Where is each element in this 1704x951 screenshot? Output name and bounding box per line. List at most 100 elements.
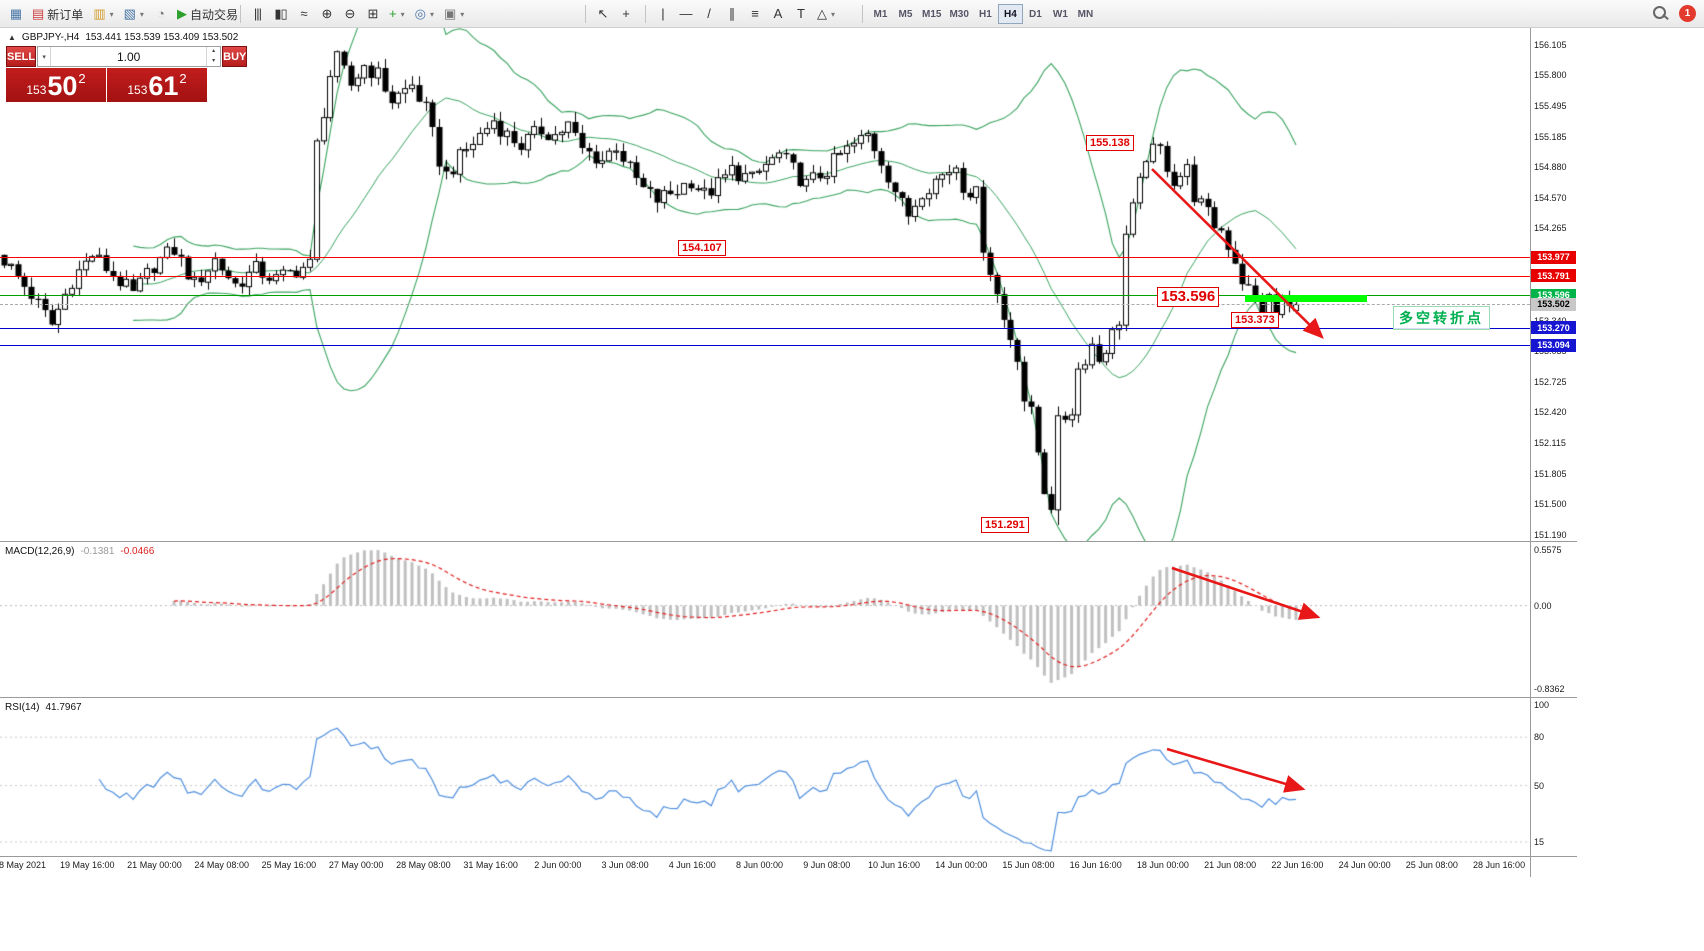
macd-axis-label[interactable]: 0.00: [1534, 600, 1552, 611]
text-icon[interactable]: A: [766, 3, 789, 25]
new-order-button[interactable]: ▤ 新订单: [27, 3, 88, 25]
price-axis-marker[interactable]: 153.791: [1531, 269, 1576, 283]
price-axis-label[interactable]: 154.265: [1534, 223, 1567, 234]
time-axis-label[interactable]: 28 Jun 16:00: [1473, 860, 1526, 870]
time-axis-label[interactable]: 25 May 16:00: [261, 860, 317, 870]
price-axis-marker[interactable]: 153.977: [1531, 250, 1576, 264]
rsi-axis-label[interactable]: 80: [1534, 732, 1545, 743]
rsi-indicator-canvas[interactable]: [0, 698, 1530, 856]
time-axis-label[interactable]: 10 Jun 16:00: [867, 860, 921, 870]
time-axis-label[interactable]: 3 Jun 08:00: [601, 860, 649, 870]
horizontal-line-153.27[interactable]: [0, 327, 1530, 329]
fibonacci-icon[interactable]: ≡: [743, 3, 766, 25]
horizontal-line-153.596[interactable]: [0, 295, 1530, 297]
price-axis-label[interactable]: 154.880: [1534, 162, 1567, 173]
profiles-icon[interactable]: ▧ ▾: [119, 3, 149, 25]
pane-divider-macd-rsi[interactable]: [0, 697, 1577, 698]
time-axis-label[interactable]: 22 Jun 16:00: [1271, 860, 1324, 870]
pane-divider-main-macd[interactable]: [0, 541, 1577, 542]
time-axis-label[interactable]: 19 May 16:00: [59, 860, 115, 870]
sell-button[interactable]: SELL: [6, 46, 37, 67]
volume-dropdown-icon[interactable]: ▾: [38, 47, 52, 66]
horizontal-line-153.094[interactable]: [0, 345, 1530, 347]
add-indicator-icon[interactable]: + ▾: [384, 3, 410, 25]
time-axis-label[interactable]: 18 May 2021: [0, 860, 47, 870]
crosshair-icon[interactable]: +: [614, 3, 637, 25]
price-axis-label[interactable]: 151.190: [1534, 530, 1567, 541]
green-pivot-segment[interactable]: [1245, 294, 1367, 302]
price-axis-label[interactable]: 151.500: [1534, 499, 1567, 510]
chart-window-icon[interactable]: ▦: [4, 3, 27, 25]
time-axis-label[interactable]: 16 Jun 16:00: [1069, 860, 1122, 870]
price-axis-marker[interactable]: 153.094: [1531, 338, 1576, 352]
timeframe-h1[interactable]: H1: [973, 4, 998, 24]
vertical-line-icon[interactable]: |: [651, 3, 674, 25]
buy-price-display[interactable]: 153 61 2: [107, 68, 207, 102]
pane-divider-rsi-time[interactable]: [0, 856, 1577, 857]
rsi-axis-label[interactable]: 100: [1534, 700, 1550, 710]
time-axis-label[interactable]: 18 Jun 00:00: [1136, 860, 1189, 870]
notification-badge[interactable]: 1: [1679, 4, 1696, 22]
price-label-annotation[interactable]: 154.107: [678, 240, 726, 256]
price-label-annotation[interactable]: 153.596: [1157, 287, 1220, 307]
volume-spinner[interactable]: ▴ ▾: [206, 47, 220, 66]
time-axis-label[interactable]: 14 Jun 00:00: [935, 860, 988, 870]
price-axis-label[interactable]: 152.725: [1534, 376, 1567, 387]
candlestick-chart-icon[interactable]: ▮▯: [269, 3, 292, 25]
timeframe-m5[interactable]: M5: [893, 4, 918, 24]
time-axis-label[interactable]: 24 May 08:00: [194, 860, 249, 870]
horizontal-line-153.977[interactable]: [0, 257, 1530, 259]
horizontal-line-153.791[interactable]: [0, 275, 1530, 277]
price-axis-label[interactable]: 151.805: [1534, 468, 1567, 479]
timeframe-m30[interactable]: M30: [945, 4, 972, 24]
price-axis-label[interactable]: 152.420: [1534, 407, 1567, 418]
price-label-annotation[interactable]: 151.291: [981, 517, 1029, 533]
turning-point-note[interactable]: 多空转折点: [1393, 306, 1490, 330]
volume-up-icon[interactable]: ▴: [212, 48, 216, 54]
search-icon[interactable]: [1651, 4, 1669, 22]
time-axis-label[interactable]: 27 May 00:00: [328, 860, 384, 870]
price-axis-marker[interactable]: 153.502: [1531, 297, 1576, 311]
timeframe-d1[interactable]: D1: [1023, 4, 1048, 24]
shapes-icon[interactable]: △ ▾: [812, 3, 840, 25]
timeframe-m1[interactable]: M1: [868, 4, 893, 24]
price-label-annotation[interactable]: 155.138: [1086, 135, 1134, 151]
navigator-icon[interactable]: ◎ ▾: [410, 3, 439, 25]
rsi-axis-label[interactable]: 15: [1534, 837, 1545, 847]
price-axis-label[interactable]: 155.495: [1534, 100, 1567, 111]
label-icon[interactable]: T: [789, 3, 812, 25]
price-axis-label[interactable]: 152.115: [1534, 437, 1566, 448]
timeframe-h4[interactable]: H4: [997, 4, 1023, 24]
time-axis-label[interactable]: 24 Jun 00:00: [1338, 860, 1391, 870]
price-label-annotation[interactable]: 153.373: [1231, 312, 1279, 328]
timeframe-mn[interactable]: MN: [1073, 4, 1098, 24]
zoom-out-icon[interactable]: ⊖: [338, 3, 361, 25]
volume-down-icon[interactable]: ▾: [212, 57, 216, 64]
price-axis-label[interactable]: 156.105: [1534, 39, 1567, 50]
channel-icon[interactable]: ∥: [720, 3, 743, 25]
time-axis-label[interactable]: 31 May 16:00: [463, 860, 518, 870]
price-axis-label[interactable]: 154.570: [1534, 193, 1567, 203]
time-axis-label[interactable]: 8 Jun 00:00: [735, 860, 784, 870]
timeframe-m15[interactable]: M15: [918, 4, 945, 24]
autotrading-button[interactable]: ▶ 自动交易: [172, 3, 243, 25]
price-axis-label[interactable]: 155.185: [1534, 131, 1567, 142]
time-axis-label[interactable]: 15 Jun 08:00: [1002, 860, 1055, 870]
time-axis-label[interactable]: 28 May 08:00: [396, 860, 451, 870]
time-axis-label[interactable]: 4 Jun 16:00: [668, 860, 716, 870]
horizontal-line-153.502[interactable]: [0, 304, 1530, 306]
macd-indicator-canvas[interactable]: [0, 542, 1530, 697]
trendline-icon[interactable]: /: [697, 3, 720, 25]
price-axis-label[interactable]: 155.800: [1534, 70, 1567, 81]
cursor-icon[interactable]: ↖: [591, 3, 614, 25]
zoom-in-icon[interactable]: ⊕: [315, 3, 338, 25]
tile-windows-icon[interactable]: ⊞: [361, 3, 384, 25]
refresh-icon[interactable]: ◔: [149, 3, 172, 25]
macd-axis-label[interactable]: 0.5575: [1534, 545, 1562, 555]
price-axis-marker[interactable]: 153.270: [1531, 321, 1576, 335]
collapse-panel-icon[interactable]: ▲: [8, 33, 16, 42]
timeframe-w1[interactable]: W1: [1048, 4, 1073, 24]
line-chart-icon[interactable]: ≈: [292, 3, 315, 25]
macd-axis-label[interactable]: -0.8362: [1534, 684, 1565, 694]
time-axis-label[interactable]: 21 May 00:00: [127, 860, 182, 870]
